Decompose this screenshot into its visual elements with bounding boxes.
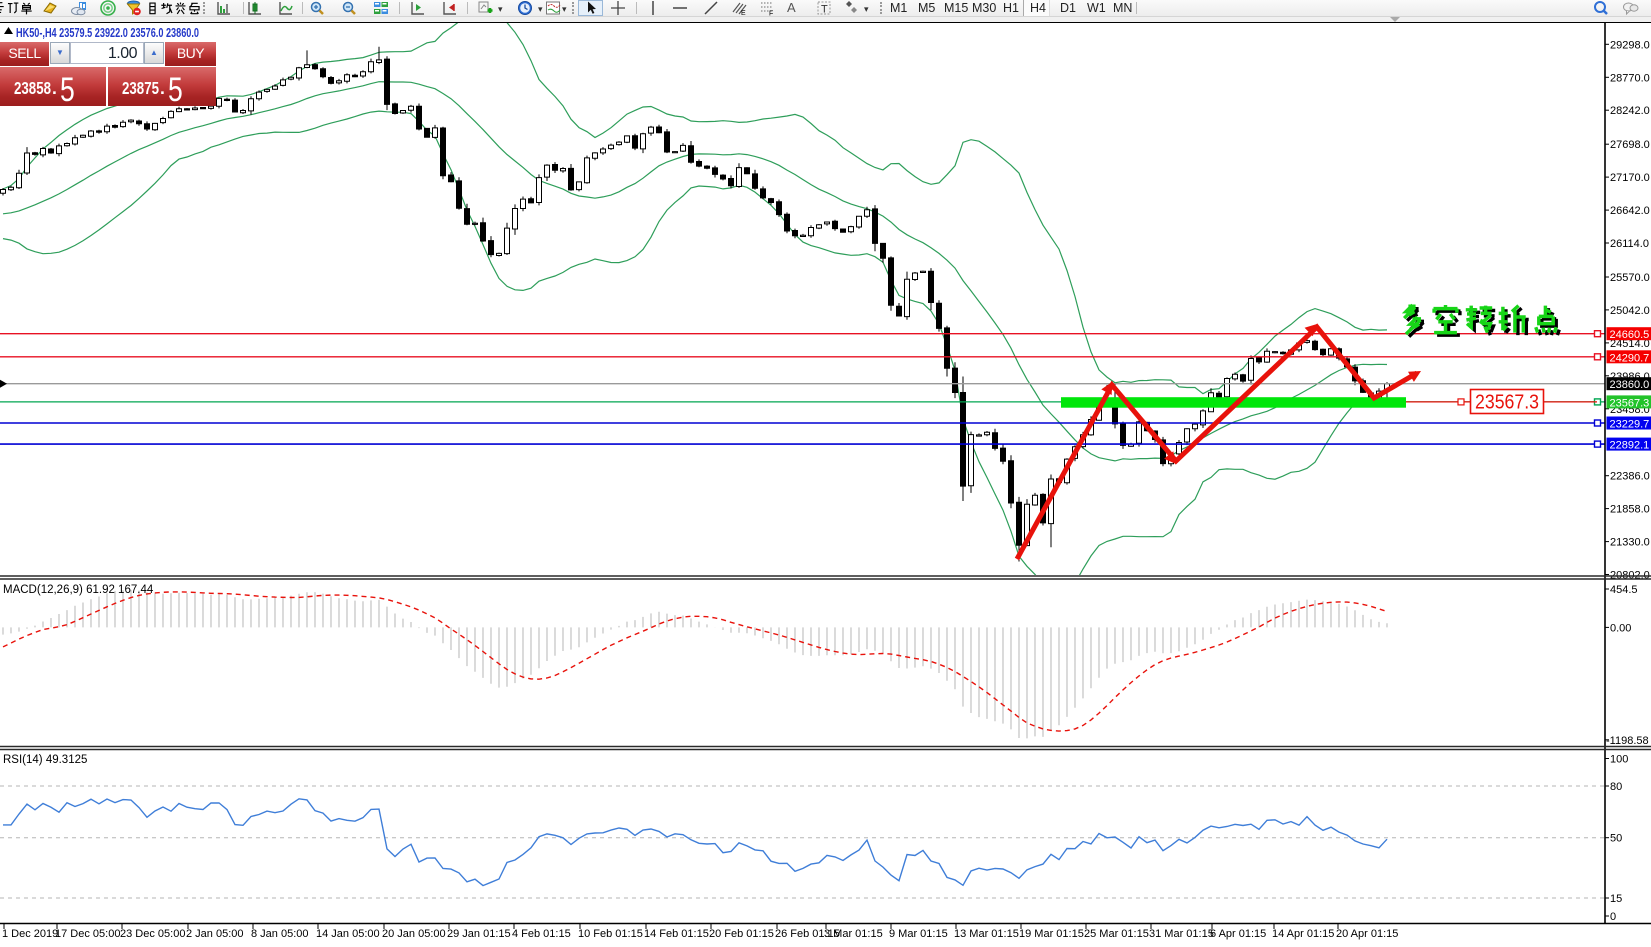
svg-text:27170.0: 27170.0	[1610, 172, 1650, 184]
svg-text:10 Feb 01:15: 10 Feb 01:15	[578, 928, 643, 940]
svg-text:24290.7: 24290.7	[1610, 352, 1650, 364]
svg-text:8 Jan 05:00: 8 Jan 05:00	[251, 928, 309, 940]
svg-text:0.00: 0.00	[1610, 622, 1631, 634]
svg-text:29298.0: 29298.0	[1610, 39, 1650, 51]
svg-text:31 Mar 01:15: 31 Mar 01:15	[1149, 928, 1214, 940]
svg-text:15: 15	[1610, 893, 1622, 905]
svg-text:14 Jan 05:00: 14 Jan 05:00	[316, 928, 380, 940]
svg-text:28242.0: 28242.0	[1610, 105, 1650, 117]
svg-text:25570.0: 25570.0	[1610, 272, 1650, 284]
svg-text:-1198.58: -1198.58	[1606, 735, 1649, 747]
svg-text:23567.3: 23567.3	[1475, 392, 1539, 414]
svg-text:29 Jan 01:15: 29 Jan 01:15	[447, 928, 511, 940]
svg-text:4 Feb 01:15: 4 Feb 01:15	[512, 928, 571, 940]
svg-text:50: 50	[1610, 833, 1622, 845]
svg-text:F: F	[769, 11, 773, 17]
svg-text:23567.3: 23567.3	[1610, 397, 1650, 409]
svg-text:80: 80	[1610, 781, 1622, 793]
svg-text:13 Mar 01:15: 13 Mar 01:15	[954, 928, 1019, 940]
svg-text:14 Feb 01:15: 14 Feb 01:15	[644, 928, 709, 940]
svg-text:20 Feb 01:15: 20 Feb 01:15	[709, 928, 774, 940]
svg-text:454.5: 454.5	[1610, 584, 1638, 596]
svg-text:HK50-,H4 23579.5 23922.0 2357: HK50-,H4 23579.5 23922.0 23576.0 23860.0	[16, 25, 199, 40]
svg-text:E: E	[741, 10, 746, 16]
svg-text:19 Mar 01:15: 19 Mar 01:15	[1019, 928, 1084, 940]
svg-text:MACD(12,26,9) 61.92 167.44: MACD(12,26,9) 61.92 167.44	[3, 584, 154, 596]
svg-text:24660.5: 24660.5	[1610, 329, 1650, 341]
svg-text:9 Mar 01:15: 9 Mar 01:15	[889, 928, 948, 940]
svg-text:0: 0	[1610, 911, 1616, 923]
svg-text:RSI(14) 49.3125: RSI(14) 49.3125	[3, 754, 87, 766]
svg-text:14 Apr 01:15: 14 Apr 01:15	[1272, 928, 1334, 940]
svg-text:2 Jan 05:00: 2 Jan 05:00	[186, 928, 244, 940]
svg-text:20 Apr 01:15: 20 Apr 01:15	[1336, 928, 1398, 940]
svg-text:3 Mar 01:15: 3 Mar 01:15	[824, 928, 883, 940]
svg-text:23 Dec 05:00: 23 Dec 05:00	[120, 928, 185, 940]
svg-text:26642.0: 26642.0	[1610, 205, 1650, 217]
svg-text:28770.0: 28770.0	[1610, 72, 1650, 84]
svg-text:23229.7: 23229.7	[1610, 419, 1650, 431]
svg-text:T: T	[821, 4, 828, 16]
svg-text:22892.1: 22892.1	[1610, 440, 1650, 452]
svg-text:21330.0: 21330.0	[1610, 537, 1650, 549]
svg-text:21858.0: 21858.0	[1610, 504, 1650, 516]
svg-text:6 Apr 01:15: 6 Apr 01:15	[1210, 928, 1266, 940]
svg-text:26114.0: 26114.0	[1610, 238, 1649, 250]
svg-text:25 Mar 01:15: 25 Mar 01:15	[1084, 928, 1149, 940]
svg-text:27698.0: 27698.0	[1610, 139, 1650, 151]
svg-text:17 Dec 05:00: 17 Dec 05:00	[55, 928, 120, 940]
svg-text:23860.0: 23860.0	[1610, 379, 1650, 391]
svg-text:1 Dec 2019: 1 Dec 2019	[2, 928, 58, 940]
svg-text:100: 100	[1610, 754, 1628, 766]
svg-text:25042.0: 25042.0	[1610, 305, 1650, 317]
svg-text:20 Jan 05:00: 20 Jan 05:00	[382, 928, 446, 940]
svg-text:22386.0: 22386.0	[1610, 471, 1650, 483]
